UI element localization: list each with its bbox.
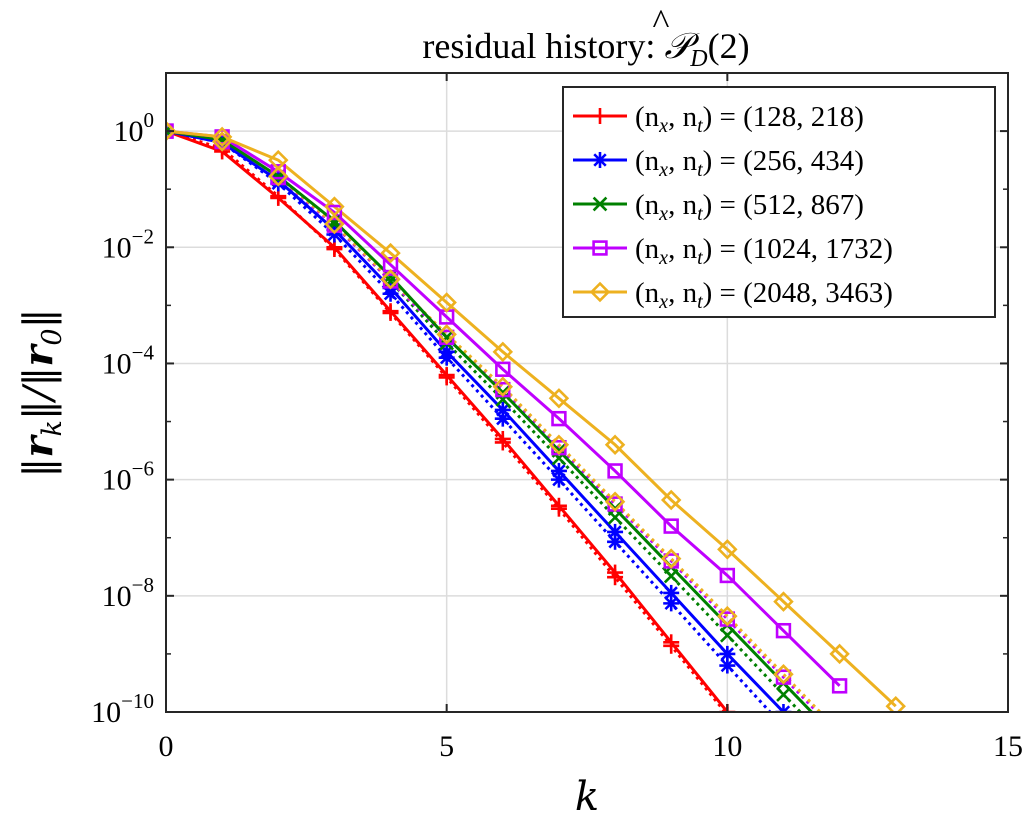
data-point-diamond-marker [589, 281, 611, 303]
data-point-plus-marker [494, 434, 511, 451]
data-point-diamond-marker [324, 213, 345, 235]
x-tick-label: 15 [993, 730, 1023, 763]
y-axis-ticks: 100 10−2 10−4 10−6 10−8 10−10 [91, 72, 1008, 729]
data-point-square-marker [719, 567, 736, 584]
data-point-star-marker [663, 584, 680, 601]
data-point-diamond-marker [380, 268, 401, 290]
data-point-diamond-marker [660, 489, 682, 511]
legend-entry: (nx, nt) = (1024, 1732) [573, 233, 893, 269]
data-point-diamond-marker [211, 131, 233, 152]
legend-label: (nx, nt) = (128, 218) [635, 101, 864, 137]
legend-entry: (nx, nt) = (128, 218) [573, 101, 864, 137]
legend-items: (nx, nt) = (128, 218) (nx, nt) = (256, 43… [573, 101, 893, 313]
data-point-diamond-marker [436, 324, 457, 345]
data-point-square-marker [775, 622, 792, 639]
title-math-argument: (2) [708, 26, 750, 66]
data-point-square-marker [495, 361, 511, 377]
y-axis-label: ‖rk‖/‖r0‖ [15, 308, 68, 477]
data-point-star-marker [494, 410, 511, 427]
data-point-star-marker [607, 533, 624, 550]
data-point-diamond-marker [268, 166, 289, 187]
data-point-x-marker [327, 213, 342, 229]
data-point-diamond-marker [604, 434, 626, 456]
data-point-diamond-marker [211, 126, 233, 148]
legend-entry: (nx, nt) = (2048, 3463) [573, 277, 893, 313]
legend-label: (nx, nt) = (512, 867) [635, 189, 864, 225]
data-point-square-marker [663, 518, 679, 534]
legend-label: (nx, nt) = (256, 434) [635, 145, 864, 181]
series-4-dotted-line [166, 129, 823, 712]
data-point-plus-marker [438, 369, 455, 386]
data-point-plus-marker [326, 241, 343, 258]
data-point-diamond-marker [166, 120, 177, 142]
data-point-x-marker [439, 329, 454, 345]
data-point-diamond-marker [660, 548, 682, 569]
data-point-square-marker [214, 133, 230, 150]
data-point-x-marker [607, 510, 623, 525]
data-point-square-marker [551, 410, 567, 427]
data-point-x-marker [720, 628, 735, 643]
data-point-x-marker [776, 687, 791, 702]
y-tick-label: 10−6 [102, 457, 154, 497]
data-point-diamond-marker [492, 341, 514, 363]
data-point-diamond-marker [717, 605, 738, 627]
series-4-line [166, 129, 897, 708]
legend-entry: (nx, nt) = (512, 867) [573, 189, 864, 225]
data-point-plus-marker [550, 500, 567, 517]
series-1-line [166, 129, 785, 712]
data-point-diamond-marker [548, 434, 570, 456]
legend: (nx, nt) = (128, 218) (nx, nt) = (256, 43… [562, 86, 996, 318]
x-tick-label: 5 [439, 730, 454, 763]
data-point-star-marker [438, 349, 455, 366]
data-point-plus-marker [382, 304, 399, 321]
data-point-star-marker [775, 704, 792, 712]
data-point-square-marker [592, 240, 608, 256]
data-point-diamond-marker [829, 643, 850, 665]
data-point-star-marker [663, 595, 680, 612]
legend-label: (nx, nt) = (1024, 1732) [635, 233, 893, 269]
data-point-diamond-marker [717, 539, 738, 560]
data-point-plus-marker [663, 637, 680, 654]
data-point-diamond-marker [380, 242, 401, 264]
x-axis-label: k [575, 774, 599, 818]
data-point-x-marker [663, 568, 679, 584]
data-point-star-marker [592, 152, 608, 168]
data-point-diamond-marker [548, 388, 570, 409]
title-hat-accent: ^ [653, 2, 670, 42]
data-point-star-marker [550, 471, 567, 488]
data-point-star-marker [719, 657, 736, 674]
x-axis-ticks: 0 5 10 15 [159, 73, 1023, 763]
data-point-diamond-marker [604, 491, 626, 512]
data-point-plus-marker [592, 108, 608, 124]
data-point-diamond-marker [773, 664, 794, 685]
y-tick-label: 100 [114, 108, 155, 148]
data-point-x-marker [592, 196, 608, 212]
y-tick-label: 10−8 [102, 573, 154, 613]
x-tick-label: 0 [159, 730, 174, 763]
data-point-diamond-marker [773, 591, 794, 612]
y-tick-label: 10−10 [91, 689, 154, 729]
data-point-diamond-marker [885, 695, 906, 712]
x-tick-label: 10 [712, 730, 742, 763]
chart-title: residual history: 𝒫D(2) [422, 26, 749, 72]
title-math-subscript: D [689, 46, 707, 72]
y-tick-label: 10−4 [102, 340, 155, 380]
data-point-plus-marker [607, 569, 624, 586]
data-point-diamond-marker [436, 292, 457, 313]
legend-entry: (nx, nt) = (256, 434) [573, 145, 864, 181]
series-1-dotted-line [166, 129, 773, 712]
y-tick-label: 10−2 [102, 224, 154, 264]
data-point-square-marker [607, 463, 623, 479]
data-point-diamond-marker [492, 376, 514, 397]
data-point-square-marker [831, 678, 848, 694]
plot-frame [165, 72, 1009, 713]
legend-box [562, 86, 996, 318]
legend-label: (nx, nt) = (2048, 3463) [635, 277, 893, 313]
